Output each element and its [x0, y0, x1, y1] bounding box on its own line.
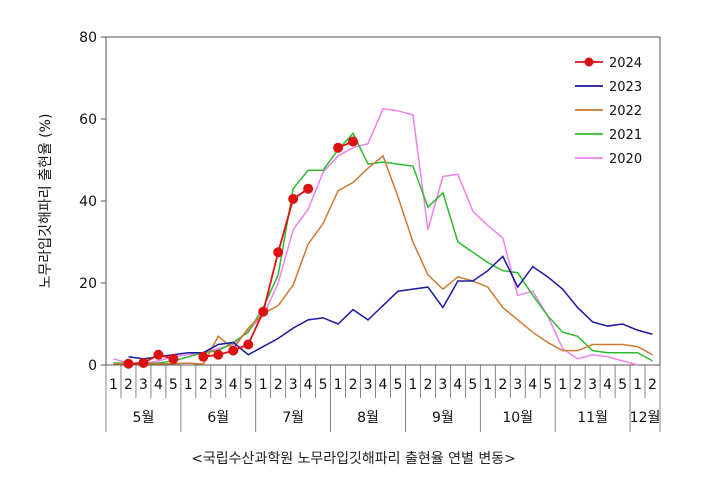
y-tick-label: 40 [79, 194, 97, 210]
month-label: 5월 [133, 410, 155, 426]
x-tick-label: 5 [618, 377, 627, 393]
month-label: 9월 [432, 410, 454, 426]
x-tick-label: 4 [304, 377, 313, 393]
legend-label: 2020 [609, 152, 642, 167]
x-tick-label: 2 [423, 377, 432, 393]
x-tick-label: 1 [109, 377, 118, 393]
legend-item-2024: 2024 [575, 56, 642, 71]
x-tick-label: 5 [244, 377, 253, 393]
legend-item-2020: 2020 [575, 152, 642, 167]
chart-caption: <국립수산과학원 노무라입깃해파리 출현율 연별 변동> [191, 451, 516, 467]
data-point-2024 [348, 136, 359, 147]
x-tick-label: 5 [468, 377, 477, 393]
x-tick-label: 2 [349, 377, 358, 393]
x-tick-label: 2 [124, 377, 133, 393]
x-tick-label: 1 [483, 377, 492, 393]
data-point-2024 [273, 247, 284, 258]
series-2024 [123, 136, 359, 369]
x-tick-label: 4 [453, 377, 462, 393]
month-label: 11월 [577, 410, 608, 426]
legend-item-2022: 2022 [575, 104, 642, 119]
x-tick-label: 2 [573, 377, 582, 393]
x-tick-label: 1 [408, 377, 417, 393]
x-tick-label: 1 [334, 377, 343, 393]
x-tick-label: 1 [558, 377, 567, 393]
legend-marker [584, 57, 594, 67]
x-tick-label: 3 [289, 377, 298, 393]
series-2020 [113, 107, 638, 366]
month-label: 10월 [502, 410, 533, 426]
y-tick-label: 60 [79, 112, 97, 128]
x-tick-label: 2 [274, 377, 283, 393]
series-line-2022 [113, 154, 653, 365]
series-line-2021 [113, 132, 653, 365]
x-tick-label: 4 [528, 377, 537, 393]
x-tick-label: 2 [648, 377, 657, 393]
y-tick-label: 0 [88, 358, 97, 374]
data-point-2024 [168, 353, 179, 364]
series-layer [113, 107, 653, 369]
data-point-2024 [138, 357, 149, 368]
y-axis-label: 노무라입깃해파리 출현율 (%) [38, 114, 54, 289]
data-point-2024 [213, 349, 224, 360]
x-tick-label: 4 [603, 377, 612, 393]
series-2023 [128, 255, 653, 360]
data-point-2024 [333, 142, 344, 153]
legend-item-2021: 2021 [575, 128, 642, 143]
data-point-2024 [198, 351, 209, 362]
x-tick-label: 3 [438, 377, 447, 393]
month-label: 7월 [282, 410, 304, 426]
x-tick-label: 4 [379, 377, 388, 393]
x-tick-label: 2 [199, 377, 208, 393]
data-point-2024 [288, 193, 299, 204]
y-tick-label: 20 [79, 276, 97, 292]
data-point-2024 [153, 349, 164, 360]
x-tick-label: 4 [154, 377, 163, 393]
series-2022 [113, 154, 653, 365]
legend-item-2023: 2023 [575, 80, 642, 95]
series-line-2020 [113, 107, 638, 366]
legend-label: 2022 [609, 104, 642, 119]
data-point-2024 [243, 339, 254, 350]
data-point-2024 [123, 358, 134, 369]
legend-label: 2023 [609, 80, 642, 95]
series-line-2024 [203, 187, 309, 358]
x-tick-label: 5 [394, 377, 403, 393]
month-label: 8월 [357, 410, 379, 426]
legend: 2024 2023 2022 2021 2020 [575, 56, 642, 167]
legend-label: 2021 [609, 128, 642, 143]
x-tick-label: 3 [139, 377, 148, 393]
x-tick-label: 3 [513, 377, 522, 393]
month-label: 6월 [207, 410, 229, 426]
x-tick-label: 3 [364, 377, 373, 393]
x-tick-label: 5 [169, 377, 178, 393]
data-point-2024 [228, 345, 239, 356]
x-tick-label: 1 [184, 377, 193, 393]
month-label: 12월 [630, 410, 661, 426]
data-point-2024 [303, 183, 314, 194]
x-tick-label: 3 [588, 377, 597, 393]
x-tick-label: 5 [319, 377, 328, 393]
series-line-2023 [128, 255, 653, 360]
x-tick-label: 1 [633, 377, 642, 393]
x-tick-label: 4 [229, 377, 238, 393]
y-tick-label: 80 [79, 30, 97, 46]
x-tick-label: 1 [259, 377, 268, 393]
x-tick-label: 2 [498, 377, 507, 393]
series-line-2024 [128, 353, 174, 365]
series-2021 [113, 132, 653, 365]
legend-label: 2024 [609, 56, 642, 71]
x-tick-label: 3 [214, 377, 223, 393]
data-point-2024 [258, 306, 269, 317]
x-tick-label: 5 [543, 377, 552, 393]
